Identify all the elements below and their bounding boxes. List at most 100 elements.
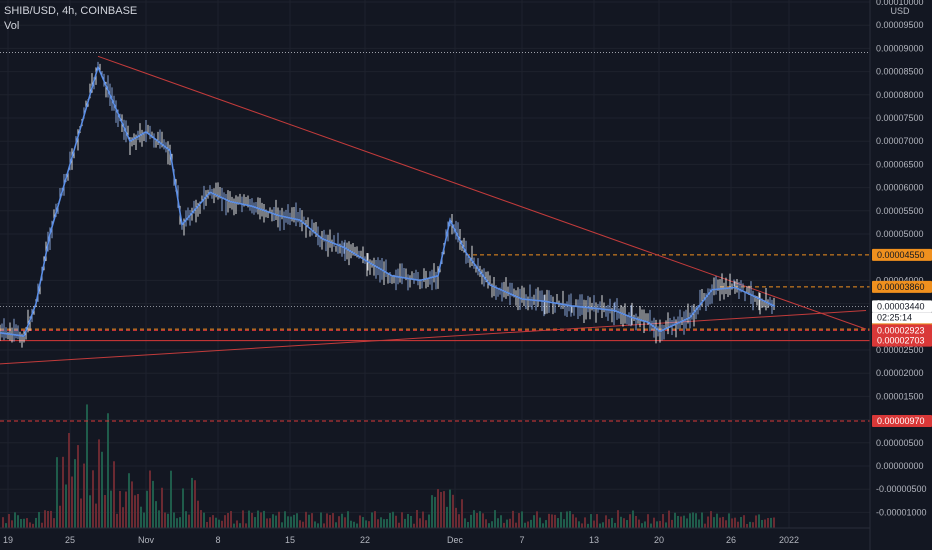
y-tick-label: 0.00007000 xyxy=(876,136,924,146)
y-tick-label: 0.00009000 xyxy=(876,43,924,53)
volume-bar xyxy=(230,511,232,528)
volume-bar xyxy=(368,521,370,528)
volume-bar xyxy=(635,515,637,528)
volume-bar xyxy=(77,445,79,528)
volume-bar xyxy=(161,487,163,528)
level-tag-1-bg xyxy=(872,280,932,293)
volume-bar xyxy=(239,523,241,528)
volume-bar xyxy=(389,512,391,528)
volume-bar xyxy=(599,523,601,528)
x-tick-label: 8 xyxy=(215,535,220,545)
volume-bar xyxy=(731,518,733,528)
volume-bar xyxy=(530,519,532,528)
volume-bar xyxy=(350,520,352,528)
volume-bar xyxy=(296,513,298,528)
volume-bar xyxy=(14,512,16,528)
level-tag-3: 0.00002923 xyxy=(877,325,925,335)
volume-bar xyxy=(194,480,196,528)
volume-bar xyxy=(620,516,622,528)
volume-bar xyxy=(761,519,763,528)
volume-bar xyxy=(74,459,76,528)
volume-bar xyxy=(638,519,640,528)
volume-bar xyxy=(173,512,175,528)
volume-bar xyxy=(353,521,355,528)
volume-bar xyxy=(347,511,349,528)
volume-bar xyxy=(626,520,628,528)
volume-bar xyxy=(755,515,757,528)
volume-bar xyxy=(410,515,412,528)
y-tick-label: 0.00000000 xyxy=(876,461,924,471)
volume-bar xyxy=(233,523,235,528)
volume-bar xyxy=(659,520,661,528)
volume-bar xyxy=(26,518,28,528)
volume-bar xyxy=(44,510,46,528)
volume-bar xyxy=(365,520,367,528)
volume-bar xyxy=(176,518,178,528)
volume-bar xyxy=(455,507,457,528)
volume-bar xyxy=(62,456,64,528)
volume-bar xyxy=(302,521,304,528)
volume-bar xyxy=(311,513,313,528)
y-tick-label: 0.00009500 xyxy=(876,20,924,30)
volume-bar xyxy=(695,513,697,528)
x-tick-label: 26 xyxy=(726,535,736,545)
y-tick-label: 0.00001500 xyxy=(876,391,924,401)
volume-bar xyxy=(512,510,514,528)
price-tags: 0.000045500.000038600.000029500.00002923… xyxy=(872,248,932,427)
volume-bar xyxy=(698,519,700,528)
volume-bar xyxy=(422,511,424,528)
volume-bar xyxy=(17,515,19,528)
y-tick-label: 0.00008500 xyxy=(876,67,924,77)
trend-lines xyxy=(0,55,867,365)
volume-bar xyxy=(710,511,712,528)
volume-bar xyxy=(197,500,199,528)
volume-bar xyxy=(683,515,685,528)
volume-bar xyxy=(71,476,73,528)
volume-bar xyxy=(503,522,505,528)
volume-bar xyxy=(32,523,34,528)
volume-bar xyxy=(722,516,724,528)
volume-bar xyxy=(584,517,586,528)
volume-bar xyxy=(407,513,409,528)
volume-bar xyxy=(752,522,754,528)
time-axis[interactable]: 19 25 Nov 8 15 22 Dec 7 13 20 26 2022 xyxy=(3,535,799,545)
level-tag-4: 0.00002703 xyxy=(877,336,925,346)
volume-bar xyxy=(440,492,442,528)
volume-bar xyxy=(53,518,55,528)
x-tick-label: 13 xyxy=(589,535,599,545)
volume-bar xyxy=(326,513,328,528)
volume-bar xyxy=(2,517,4,528)
volume-bar xyxy=(104,495,106,528)
volume-bar xyxy=(482,513,484,528)
volume-bar xyxy=(590,514,592,528)
volume-bar xyxy=(116,513,118,528)
volume-bar xyxy=(500,515,502,528)
volume-bar xyxy=(566,511,568,528)
volume-bar xyxy=(629,514,631,528)
volume-label[interactable]: Vol xyxy=(4,20,20,32)
volume-bar xyxy=(749,521,751,528)
volume-bar xyxy=(380,517,382,528)
volume-bar xyxy=(608,519,610,528)
volume-bar xyxy=(341,513,343,528)
volume-bar xyxy=(725,520,727,528)
volume-bar xyxy=(509,518,511,528)
volume-bar xyxy=(437,489,439,528)
volume-bar xyxy=(743,515,745,528)
volume-bar xyxy=(113,461,115,528)
y-tick-label: 0.00000500 xyxy=(876,438,924,448)
volume-bar xyxy=(92,470,94,528)
volume-bar xyxy=(182,488,184,528)
volume-bar xyxy=(446,506,448,528)
ascending-trendline xyxy=(0,310,867,365)
volume-bar xyxy=(671,519,673,528)
symbol-title[interactable]: SHIB/USD, 4h, COINBASE xyxy=(4,5,138,17)
volume-bar xyxy=(395,515,397,528)
volume-bar xyxy=(386,518,388,528)
volume-bar xyxy=(647,514,649,528)
last-price-tag: 0.00003440 xyxy=(877,301,925,311)
volume-bar xyxy=(392,511,394,528)
chart-header: SHIB/USD, 4h, COINBASE Vol xyxy=(4,4,137,34)
